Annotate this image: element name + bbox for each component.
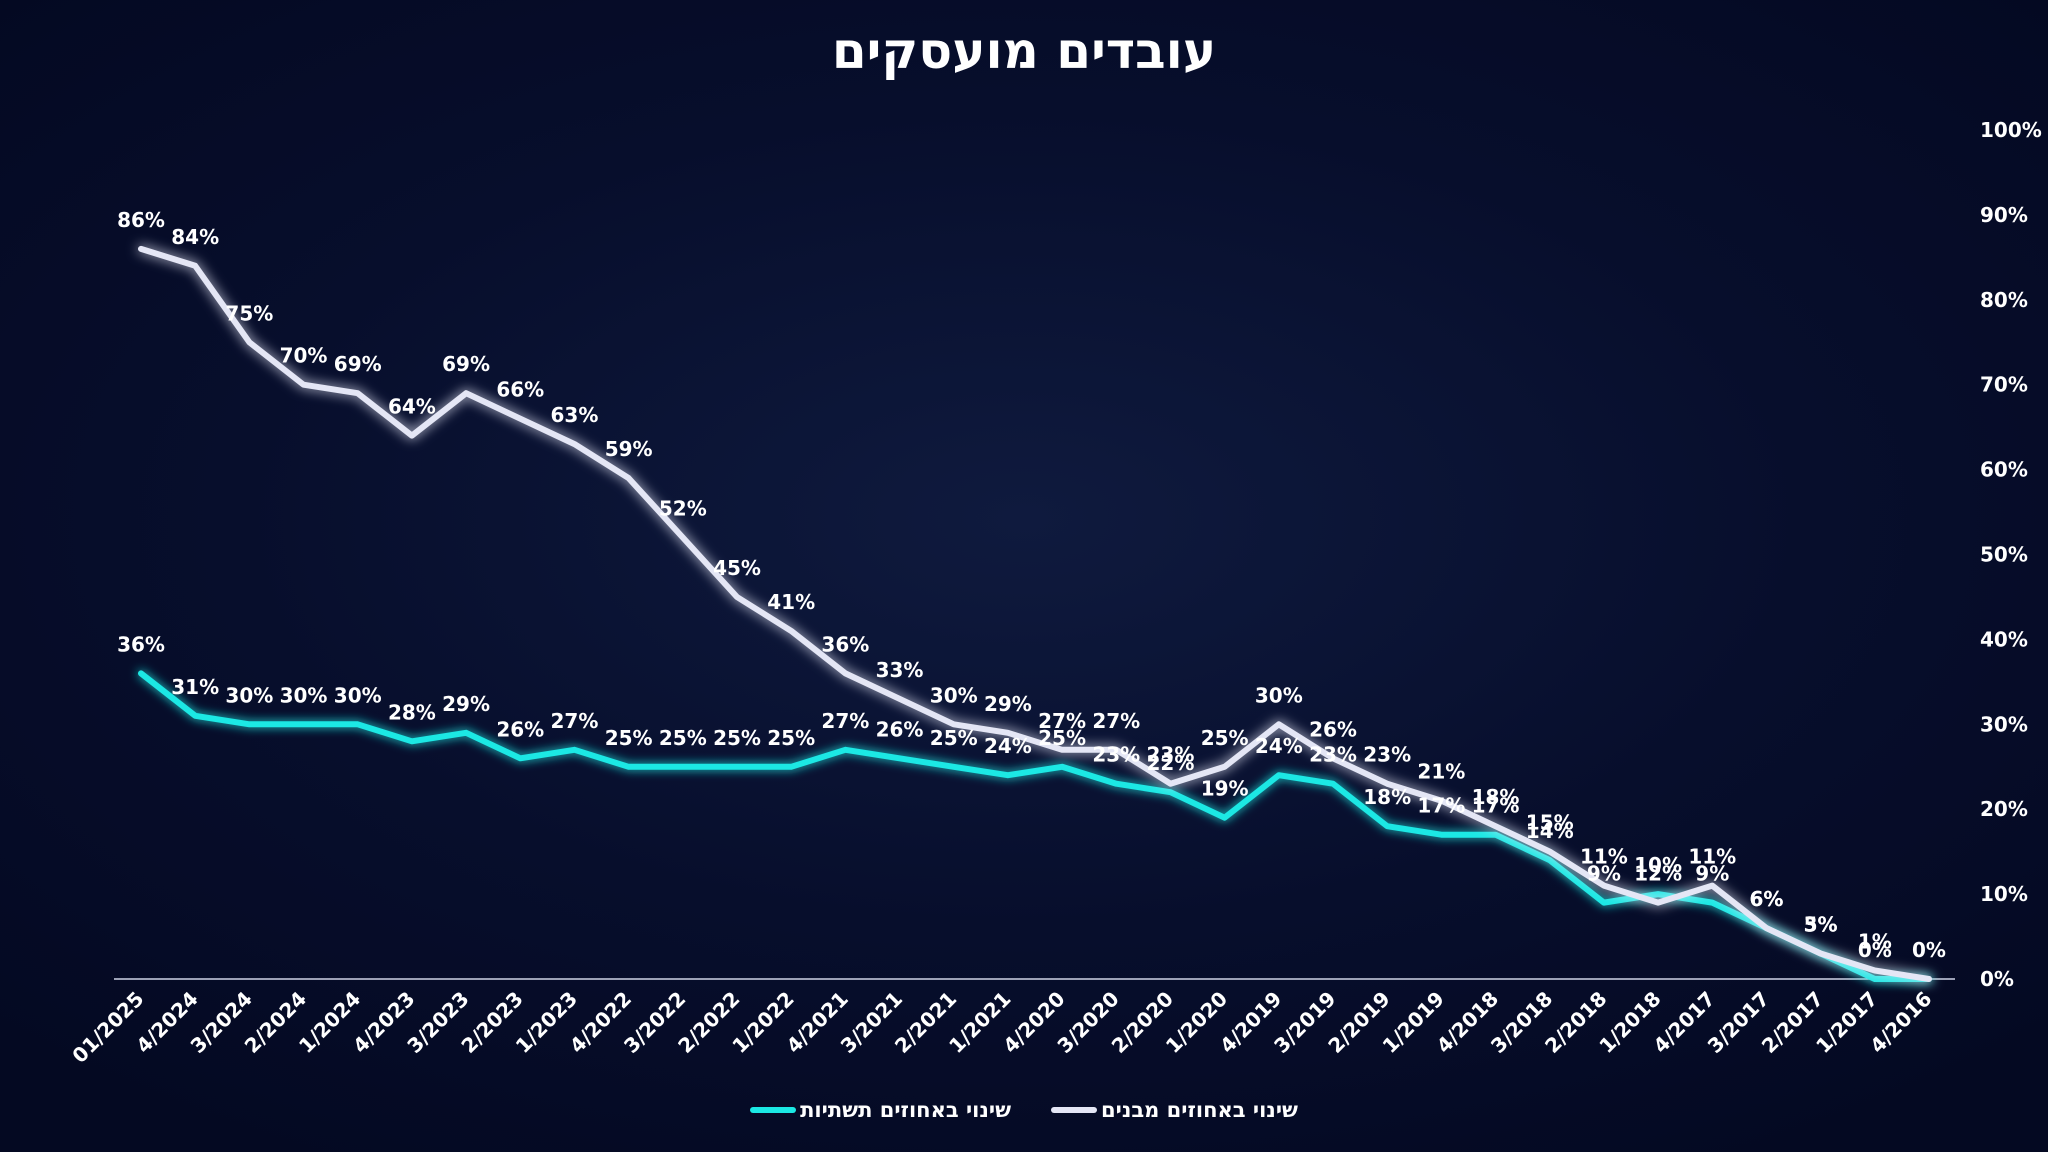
series-line-infrastructure <box>138 670 1932 982</box>
data-label-infrastructure: 30% <box>280 683 328 707</box>
series-line-buildings <box>138 245 1932 982</box>
data-label-infrastructure: 9% <box>1695 862 1729 886</box>
data-label-buildings: 11% <box>1688 845 1736 869</box>
x-tick-label: 01/2025 <box>67 987 148 1068</box>
data-label-buildings: 29% <box>984 692 1032 716</box>
data-label-infrastructure: 10% <box>1634 853 1682 877</box>
y-tick-label: 90% <box>1980 203 2028 227</box>
data-label-buildings: 52% <box>659 497 707 521</box>
data-label-buildings: 63% <box>551 403 599 427</box>
y-tick-label: 30% <box>1980 712 2028 736</box>
legend: שינוי באחוזים תשתיות שינוי באחוזים מבנים <box>0 1098 2048 1122</box>
data-label-buildings: 0% <box>1912 938 1946 962</box>
data-label-buildings: 23% <box>1147 743 1195 767</box>
data-label-infrastructure: 9% <box>1587 862 1621 886</box>
data-label-infrastructure: 25% <box>659 726 707 750</box>
data-label-infrastructure: 29% <box>442 692 490 716</box>
data-label-buildings: 11% <box>1580 845 1628 869</box>
data-label-infrastructure: 25% <box>605 726 653 750</box>
legend-label-buildings: שינוי באחוזים מבנים <box>1101 1098 1298 1122</box>
data-label-buildings: 6% <box>1749 887 1783 911</box>
series-lines <box>138 245 1932 982</box>
data-label-infrastructure: 23% <box>1309 743 1357 767</box>
data-label-buildings: 5% <box>1804 913 1838 937</box>
data-label-buildings: 12% <box>1634 862 1682 886</box>
data-label-infrastructure: 25% <box>767 726 815 750</box>
y-tick-label: 60% <box>1980 458 2028 482</box>
data-label-infrastructure: 3% <box>1804 913 1838 937</box>
data-label-buildings: 70% <box>280 344 328 368</box>
data-label-buildings: 75% <box>225 301 273 325</box>
data-label-buildings: 25% <box>1201 726 1249 750</box>
chart-title: עובדים מועסקים <box>831 22 1217 80</box>
data-label-infrastructure: 25% <box>713 726 761 750</box>
data-label-buildings: 33% <box>876 658 924 682</box>
data-label-buildings: 41% <box>767 590 815 614</box>
data-label-buildings: 26% <box>1309 717 1357 741</box>
data-label-buildings: 86% <box>117 208 165 232</box>
data-label-infrastructure: 25% <box>1038 726 1086 750</box>
x-axis-ticks: 01/20254/20243/20242/20241/20244/20233/2… <box>67 987 1936 1068</box>
data-label-buildings: 30% <box>930 683 978 707</box>
data-label-infrastructure: 23% <box>1092 743 1140 767</box>
data-label-infrastructure: 14% <box>1526 819 1574 843</box>
y-tick-label: 20% <box>1980 797 2028 821</box>
data-label-infrastructure: 26% <box>876 717 924 741</box>
data-label-infrastructure: 24% <box>984 734 1032 758</box>
data-label-infrastructure: 26% <box>496 717 544 741</box>
data-label-infrastructure: 25% <box>930 726 978 750</box>
data-label-buildings: 30% <box>1255 683 1303 707</box>
data-labels: 86%84%75%70% 69%64%69%66%63%59%52%45%41%3… <box>117 208 1946 962</box>
data-label-buildings: 27% <box>1092 709 1140 733</box>
data-label-buildings: 84% <box>171 225 219 249</box>
data-label-infrastructure: 24% <box>1255 734 1303 758</box>
data-label-infrastructure: 36% <box>117 632 165 656</box>
data-label-buildings: 27% <box>1038 709 1086 733</box>
data-label-buildings: 69% <box>334 352 382 376</box>
data-label-infrastructure: 28% <box>388 700 436 724</box>
y-tick-label: 0% <box>1980 967 2014 991</box>
data-label-infrastructure: 0% <box>1858 938 1892 962</box>
y-tick-label: 10% <box>1980 882 2028 906</box>
y-axis-ticks: 0% 10% 20% 30% 40% 50% 60% 70% 80% 90% 100% <box>1980 118 2042 991</box>
data-label-infrastructure: 27% <box>821 709 869 733</box>
data-label-infrastructure: 27% <box>551 709 599 733</box>
legend-item-buildings[interactable]: שינוי באחוזים מבנים <box>1051 1098 1298 1122</box>
data-label-infrastructure: 18% <box>1363 785 1411 809</box>
data-label-infrastructure: 19% <box>1201 777 1249 801</box>
y-tick-label: 70% <box>1980 373 2028 397</box>
data-label-buildings: 59% <box>605 437 653 461</box>
data-label-buildings: 18% <box>1472 785 1520 809</box>
data-label-buildings: 23% <box>1363 743 1411 767</box>
data-label-buildings: 66% <box>496 378 544 402</box>
data-label-buildings: 15% <box>1526 811 1574 835</box>
data-label-buildings: 1% <box>1858 930 1892 954</box>
data-label-buildings: 69% <box>442 352 490 376</box>
data-label-infrastructure: 30% <box>334 683 382 707</box>
legend-swatch-buildings <box>1051 1107 1098 1113</box>
y-tick-label: 100% <box>1980 118 2042 142</box>
data-label-infrastructure: 30% <box>225 683 273 707</box>
data-label-infrastructure: 6% <box>1749 887 1783 911</box>
y-tick-label: 50% <box>1980 543 2028 567</box>
data-label-buildings: 36% <box>821 632 869 656</box>
legend-label-infrastructure: שינוי באחוזים תשתיות <box>800 1098 1012 1122</box>
legend-swatch-infrastructure <box>750 1107 797 1113</box>
data-label-infrastructure: 17% <box>1417 794 1465 818</box>
data-label-buildings: 45% <box>713 556 761 580</box>
y-tick-label: 40% <box>1980 627 2028 651</box>
data-label-infrastructure: 31% <box>171 675 219 699</box>
data-label-buildings: 21% <box>1417 760 1465 784</box>
data-label-infrastructure: 22% <box>1147 751 1195 775</box>
y-tick-label: 80% <box>1980 288 2028 312</box>
legend-item-infrastructure[interactable]: שינוי באחוזים תשתיות <box>750 1098 1011 1122</box>
data-label-buildings: 64% <box>388 395 436 419</box>
data-label-infrastructure: 17% <box>1472 794 1520 818</box>
